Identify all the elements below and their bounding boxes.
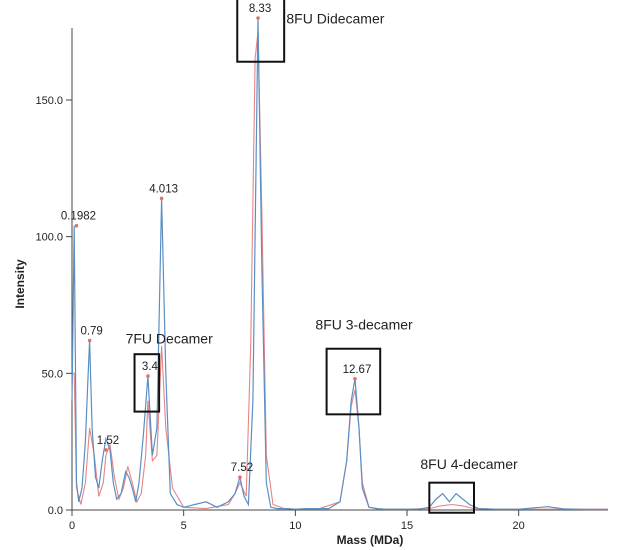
fit-line [72,31,608,510]
peak-marker [159,196,164,201]
peak-label: 0.1982 [61,211,96,223]
annotation-label: 8FU 3-decamer [315,317,413,333]
x-tick-label: 15 [401,520,413,532]
annotation-label: 8FU Didecamer [286,10,384,26]
peak-label: 1.52 [97,435,119,447]
annotation-box [133,353,161,413]
annotation-label: 8FU 4-decamer [420,456,518,472]
peak-label: 12.67 [343,364,372,376]
x-tick-label: 0 [69,520,75,532]
x-axis-title: Mass (MDa) [337,533,404,547]
annotation-box [236,0,286,63]
y-tick-label: 100.0 [35,232,63,244]
peak-marker [87,338,92,343]
peak-labels: 0.1982 0.79 1.52 3.4 4.013 7.52 8.33 12.67 [61,3,372,480]
peak-label: 3.4 [142,361,159,373]
peak-marker [74,223,79,228]
peak-label: 8.33 [249,3,271,15]
y-axis-title: Intensity [13,259,27,309]
y-tick-label: 150.0 [35,95,63,107]
y-tick-label: 0.0 [48,505,63,517]
annotation-boxes [133,0,476,514]
y-axis-ticks: 0.0 50.0 100.0 150.0 [35,95,72,517]
peak-marker [104,448,108,452]
x-tick-label: 5 [181,520,187,532]
x-tick-label: 20 [513,520,525,532]
annotation-box [428,481,476,514]
annotation-label: 7FU Decamer [126,330,213,346]
peak-marker [146,374,150,378]
peak-marker [256,16,260,20]
annotation-labels: 8FU Didecamer 7FU Decamer 8FU 3-decamer 8FU… [126,10,518,472]
peak-label: 7.52 [231,462,253,474]
peak-marker [353,377,357,381]
peak-marker [238,475,242,480]
y-tick-label: 50.0 [42,368,63,380]
peak-label: 0.79 [80,326,102,338]
series-layer [71,17,608,511]
annotation-box [325,347,382,416]
peak-label: 4.013 [149,183,178,195]
spectrum-line [71,17,608,511]
x-axis-ticks: 0 5 10 15 20 [69,510,525,532]
x-tick-label: 10 [289,520,301,532]
